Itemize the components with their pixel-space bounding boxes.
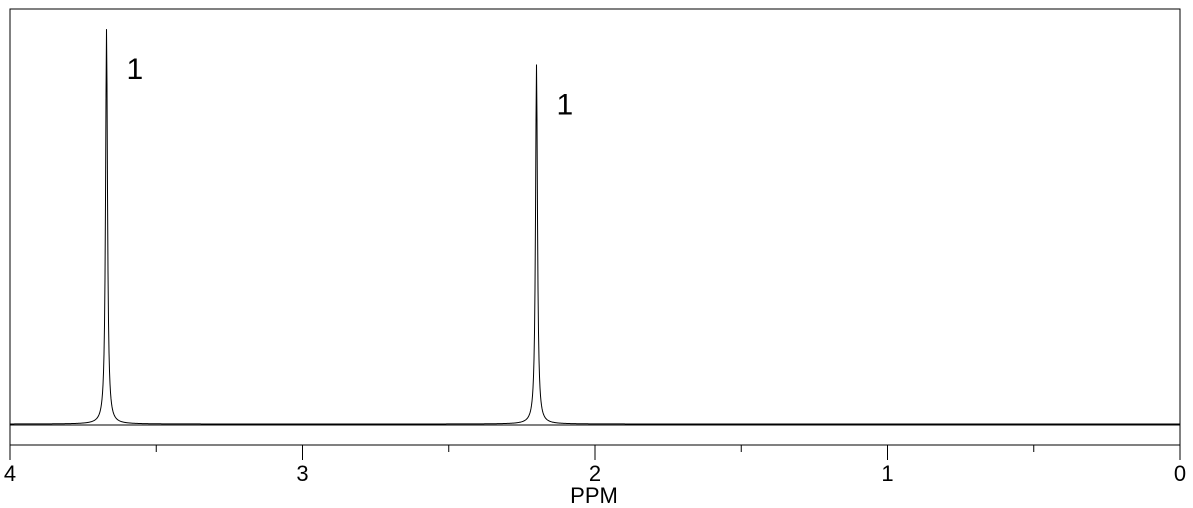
peak-label: 1: [557, 89, 574, 122]
x-tick-label: 3: [296, 461, 308, 486]
x-tick-label: 0: [1174, 461, 1186, 486]
x-tick-label: 2: [589, 461, 601, 486]
peak-label: 1: [127, 53, 144, 86]
x-tick-label: 1: [881, 461, 893, 486]
peak-integration-labels: 11: [127, 53, 574, 122]
x-axis-tick-labels: 4 3 2 1 0: [4, 461, 1186, 486]
x-tick-label: 4: [4, 461, 16, 486]
x-axis-ticks: [9, 445, 1181, 460]
plot-frame: [9, 8, 1181, 446]
x-axis-title: PPM: [570, 483, 618, 508]
spectrum-trace: [10, 29, 1180, 425]
